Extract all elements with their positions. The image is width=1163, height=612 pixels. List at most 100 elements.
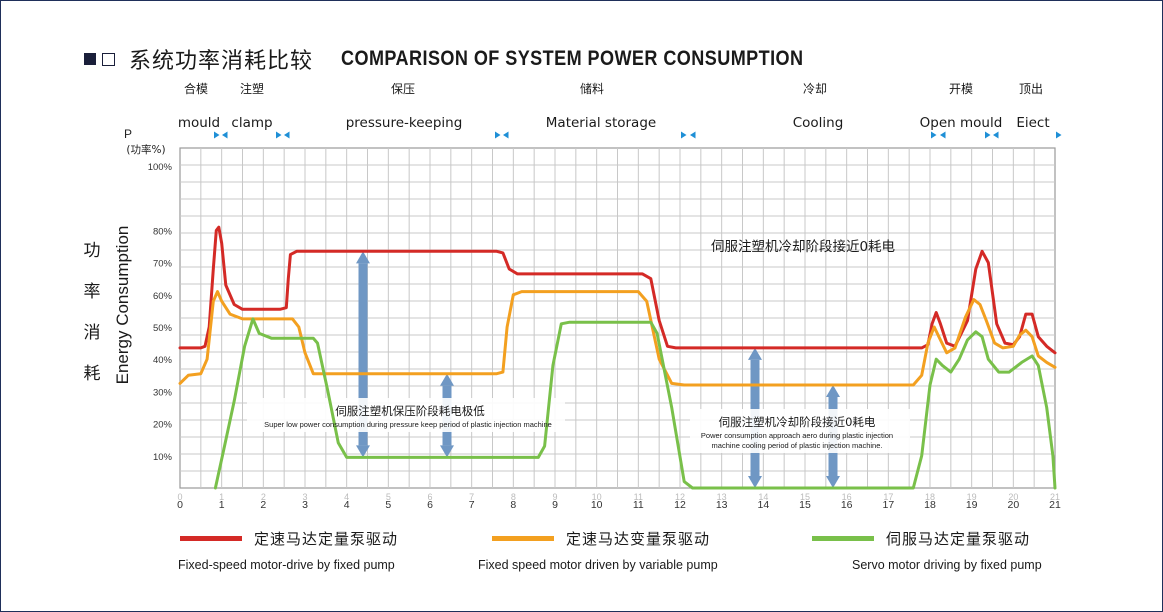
phase-marker-icon: [690, 131, 696, 139]
x-tick-label: 15: [799, 499, 811, 511]
phase-label-cn: 保压: [391, 82, 415, 96]
phase-label-en: clamp: [231, 115, 272, 131]
x-tick-label: 19: [966, 499, 978, 511]
phase-label-cn: 开模: [949, 82, 973, 96]
x-tick-label: 2: [260, 499, 266, 511]
y-axis-title-en: Energy Consumption: [113, 226, 132, 385]
x-tick-label-shadow: 6: [427, 492, 432, 502]
y-tick-label: 70%: [153, 259, 173, 270]
y-tick-label: 10%: [153, 452, 173, 463]
x-tick-label: 12: [674, 499, 686, 511]
x-tick-label: 17: [882, 499, 894, 511]
x-tick-label: 7: [469, 499, 475, 511]
phase-marker-icon: [985, 131, 991, 139]
phase-marker-icon: [495, 131, 501, 139]
arrow-pressure-1-shaft: [358, 263, 368, 446]
x-tick-label-shadow: 11: [634, 492, 643, 502]
x-tick-label-shadow: 15: [800, 492, 810, 502]
phase-label-cn: 储料: [580, 81, 604, 96]
empty-square-icon: [102, 52, 115, 66]
x-tick-label: 18: [924, 499, 936, 511]
legend-swatch-servo: [812, 536, 874, 541]
phase-marker-icon: [681, 131, 687, 139]
x-tick-label-shadow: 10: [592, 492, 602, 502]
arrow-cooling-1-head-down: [748, 476, 762, 488]
x-tick-label-shadow: 8: [511, 492, 516, 502]
y-tick-label: 40%: [153, 355, 173, 366]
annotation-box-pressure: [247, 398, 565, 432]
x-tick-label-shadow: 9: [552, 492, 557, 502]
x-tick-label: 0: [177, 499, 183, 511]
arrow-cooling-1-head-up: [748, 347, 762, 360]
arrow-cooling-2-head-up: [826, 384, 840, 397]
x-tick-label-shadow: 19: [967, 492, 977, 502]
y-tick-label: 80%: [153, 226, 173, 237]
x-tick-label: 3: [302, 499, 308, 511]
series-line-fixed: [178, 225, 1057, 355]
phase-marker-icon: [1056, 131, 1062, 139]
x-tick-label: 1: [219, 499, 225, 511]
y-axis-title-cn-char: 功: [84, 241, 101, 261]
y-tick-label: 60%: [153, 291, 173, 302]
x-tick-label: 6: [427, 499, 433, 511]
x-tick-label-shadow: 2: [261, 492, 266, 502]
phase-label-en: pressure-keeping: [346, 115, 463, 131]
series-line-servo: [213, 317, 1057, 490]
x-tick-label: 13: [716, 499, 728, 511]
y-tick-label: 100%: [148, 162, 173, 173]
x-tick-label-shadow: 13: [717, 492, 727, 502]
y-axis-unit: (功率%): [126, 143, 165, 156]
phase-marker-icon: [940, 131, 946, 139]
x-tick-label: 10: [591, 499, 603, 511]
arrow-pressure-1-head-down: [356, 445, 370, 458]
y-axis-title-cn-char: 消: [84, 323, 101, 343]
x-tick-label-shadow: 12: [675, 492, 685, 502]
arrow-pressure-1-head-up: [356, 251, 370, 264]
phase-marker-icon: [222, 131, 228, 139]
legend-label-en-servo: Servo motor driving by fixed pump: [852, 558, 1042, 572]
x-tick-label: 5: [385, 499, 391, 511]
phase-label-cn: 冷却: [803, 82, 827, 96]
x-tick-label-shadow: 1: [219, 492, 224, 502]
legend-servo: 伺服马达定量泵驱动: [812, 528, 1030, 549]
annotation-box-cooling: [690, 409, 910, 453]
title-chinese: 系统功率消耗比较: [129, 49, 314, 74]
x-tick-label-shadow: 5: [386, 492, 391, 502]
x-tick-label-shadow: 16: [842, 492, 852, 502]
y-tick-label: 30%: [153, 387, 173, 398]
phase-label-cn: 注塑: [240, 81, 264, 96]
phase-label-cn: 顶出: [1019, 82, 1043, 96]
phase-label-en: Material storage: [546, 115, 656, 131]
phase-marker-icon: [214, 131, 220, 139]
phase-marker-icon: [931, 131, 937, 139]
legend-label-cn-fixed: 定速马达定量泵驱动: [254, 530, 399, 548]
filled-square-icon: [84, 53, 96, 65]
annotation-cooling-en-2: machine cooling period of plastic inject…: [712, 441, 883, 450]
annotation-cooling-top: 伺服注塑机冷却阶段接近0耗电: [711, 238, 895, 255]
x-tick-label-shadow: 21: [1050, 492, 1060, 502]
phase-label-en: Cooling: [793, 115, 844, 131]
legend-label-cn-variable: 定速马达变量泵驱动: [566, 530, 711, 548]
annotation-cooling-en-1: Power consumption approach aero during p…: [701, 431, 893, 440]
x-tick-label: 8: [510, 499, 516, 511]
legend-label-en-fixed: Fixed-speed motor-drive by fixed pump: [178, 558, 395, 572]
phase-label-cn: 合模: [184, 81, 208, 96]
series-line-variable: [178, 290, 1057, 387]
phase-marker-icon: [284, 131, 290, 139]
phase-marker-icon: [503, 131, 509, 139]
legend-fixed: 定速马达定量泵驱动: [180, 528, 398, 549]
x-tick-label: 21: [1049, 499, 1061, 511]
annotation-pressure-cn: 伺服注塑机保压阶段耗电极低: [335, 404, 485, 418]
phase-marker-icon: [276, 131, 282, 139]
x-tick-label: 16: [841, 499, 853, 511]
y-axis-title-cn-char: 率: [84, 282, 101, 302]
x-tick-label: 20: [1007, 499, 1019, 511]
x-tick-label-shadow: 7: [469, 492, 474, 502]
phase-label-en: mould: [178, 115, 220, 131]
x-tick-label-shadow: 18: [925, 492, 935, 502]
x-tick-label-shadow: 20: [1008, 492, 1018, 502]
x-tick-label-shadow: 4: [344, 492, 349, 502]
legend-swatch-variable: [492, 536, 554, 541]
phase-marker-icon: [993, 131, 999, 139]
